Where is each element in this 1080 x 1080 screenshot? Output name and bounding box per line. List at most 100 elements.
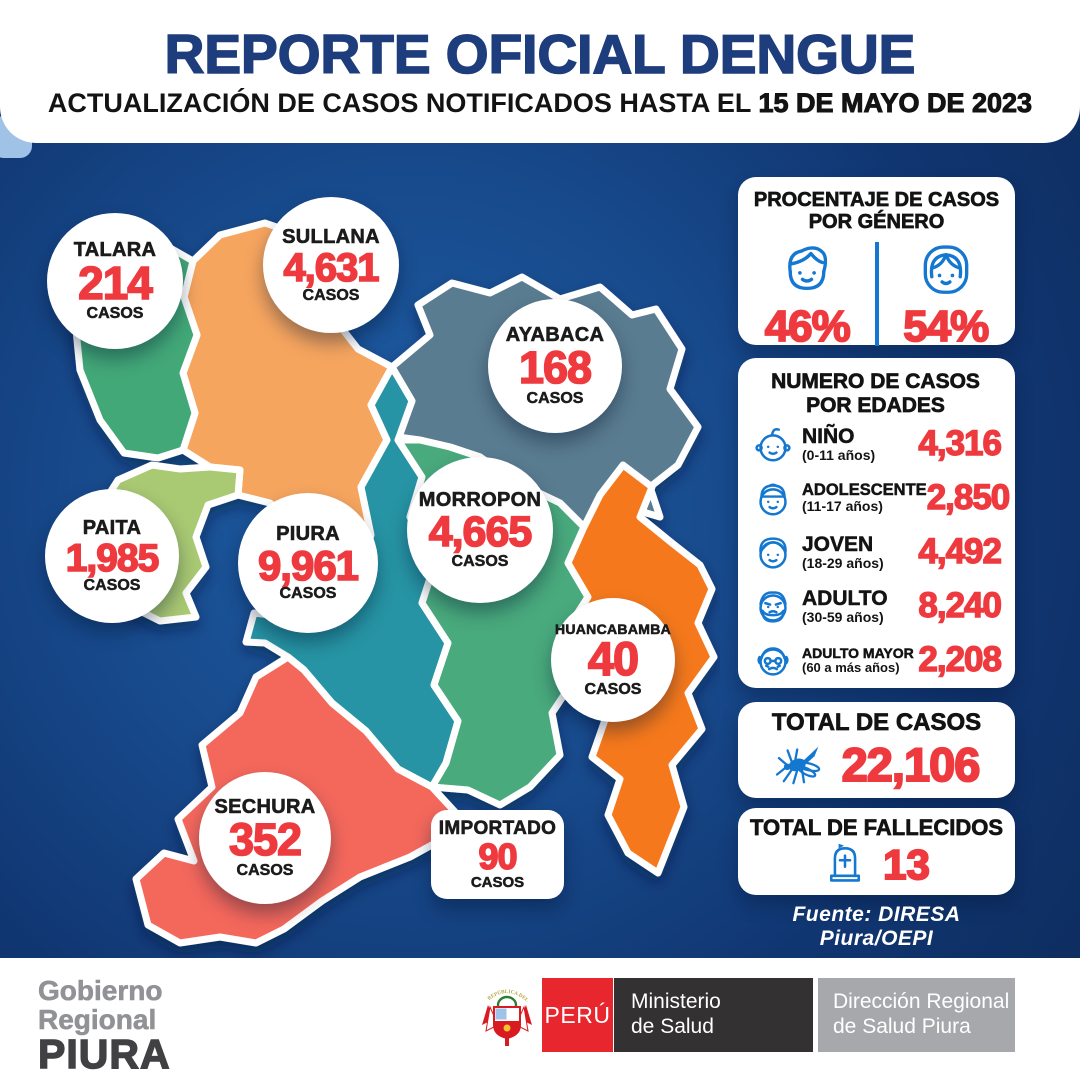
coat-arc-text: REPÚBLICA DEL PERÚ xyxy=(476,975,530,1004)
province-unit: CASOS xyxy=(526,389,584,408)
province-cases: 168 xyxy=(518,342,593,394)
province-cases: 4,665 xyxy=(428,508,533,557)
ages-panel-title-line2: POR EDADES xyxy=(806,393,946,417)
age-cases: 4,316 xyxy=(918,423,1003,464)
province-unit: CASOS xyxy=(584,681,642,699)
province-name: HUANCABAMBA xyxy=(554,620,672,637)
ages-panel-title-line1: NUMERO DE CASOS xyxy=(771,370,981,394)
province-cases: 214 xyxy=(77,256,153,309)
total-cases-panel: TOTAL DE CASOS 22,106 xyxy=(738,702,1015,798)
province-unit: CASOS xyxy=(302,286,360,304)
age-label: ADULTO xyxy=(802,587,888,611)
gov-piura: PIURA xyxy=(37,1031,171,1078)
map-label-huancabamba: HUANCABAMBA 40 CASOS xyxy=(551,598,675,722)
page-title: REPORTE OFICIAL DENGUE xyxy=(164,22,916,85)
age-range: (18-29 años) xyxy=(802,554,884,571)
peru-coat-of-arms: REPÚBLICA DEL PERÚ xyxy=(476,975,536,1054)
province-cases: 9,961 xyxy=(257,541,360,589)
gender-divider xyxy=(874,241,879,346)
province-name: SECHURA xyxy=(214,796,316,819)
gender-panel: PROCENTAJE DE CASOS POR GÉNERO 46% xyxy=(738,177,1015,349)
age-cases: 8,240 xyxy=(918,585,1003,626)
tombstone-icon xyxy=(823,841,867,890)
age-row-nino: NIÑO (0-11 años) 4,316 xyxy=(750,417,1003,471)
province-name: SULLANA xyxy=(282,225,380,248)
map-label-piura: PIURA 9,961 CASOS xyxy=(238,493,378,633)
peru-label: PERÚ xyxy=(544,1001,611,1028)
province-name: PAITA xyxy=(82,516,142,540)
elderly-icon xyxy=(750,637,796,683)
province-cases: 4,631 xyxy=(283,245,381,290)
regional-government-logo: Gobierno Regional PIURA xyxy=(37,975,171,1078)
age-cases: 4,492 xyxy=(918,531,1003,572)
map-label-ayabaca: AYABACA 168 CASOS xyxy=(488,299,622,433)
map-label-sullana: SULLANA 4,631 CASOS xyxy=(263,197,399,333)
svg-text:REPÚBLICA DEL PERÚ: REPÚBLICA DEL PERÚ xyxy=(478,981,530,1004)
male-percentage: 46% xyxy=(764,301,852,351)
teen-icon xyxy=(750,475,796,521)
imported-name: IMPORTADO xyxy=(438,817,557,840)
age-range: (0-11 años) xyxy=(802,446,876,463)
subtitle-date: 15 DE MAYO DE 2023 xyxy=(758,87,1033,118)
source-credit: Fuente: DIRESA Piura/OEPI xyxy=(792,903,961,950)
baby-icon xyxy=(750,421,796,467)
age-cases: 2,850 xyxy=(926,477,1011,518)
total-deaths-value: 13 xyxy=(882,841,931,889)
province-cases: 1,985 xyxy=(65,536,160,580)
province-name: MORROPON xyxy=(418,489,542,512)
age-row-adulto: ADULTO (30-59 años) 8,240 xyxy=(750,579,1003,633)
total-deaths-title: TOTAL DE FALLECIDOS xyxy=(749,815,1004,840)
regional-health-directorate-box: Dirección Regional de Salud Piura xyxy=(818,978,1015,1052)
age-range: (60 a más años) xyxy=(802,659,900,675)
province-name: AYABACA xyxy=(505,324,605,347)
young-person-icon xyxy=(750,529,796,575)
girl-icon xyxy=(915,238,977,305)
province-name: TALARA xyxy=(73,238,157,261)
age-row-adolescente: ADOLESCENTE (11-17 años) 2,850 xyxy=(750,471,1011,525)
female-percentage: 54% xyxy=(902,301,990,351)
age-label: ADULTO MAYOR xyxy=(802,645,914,662)
ages-panel: NUMERO DE CASOS POR EDADES NIÑO (0-11 añ… xyxy=(738,358,1015,688)
boy-icon xyxy=(776,238,838,305)
gov-line1: Gobierno xyxy=(38,975,163,1006)
gender-panel-title-line1: PROCENTAJE DE CASOS xyxy=(753,189,1000,212)
age-row-adulto-mayor: ADULTO MAYOR (60 a más años) 2,208 xyxy=(750,633,1003,687)
subtitle-text: ACTUALIZACIÓN DE CASOS NOTIFICADOS HASTA… xyxy=(47,87,759,118)
page-subtitle: ACTUALIZACIÓN DE CASOS NOTIFICADOS HASTA… xyxy=(47,87,1033,118)
age-row-joven: JOVEN (18-29 años) 4,492 xyxy=(750,525,1003,579)
province-unit: CASOS xyxy=(279,585,337,603)
map-label-sechura: SECHURA 352 CASOS xyxy=(199,772,331,904)
diresa-line1: Dirección Regional xyxy=(833,990,1010,1014)
total-deaths-panel: TOTAL DE FALLECIDOS 13 xyxy=(738,808,1015,895)
adult-icon xyxy=(750,583,796,629)
age-label: NIÑO xyxy=(802,425,855,449)
age-label: JOVEN xyxy=(802,533,874,557)
minsa-line1: Ministerio xyxy=(631,990,721,1014)
map-label-paita: PAITA 1,985 CASOS xyxy=(45,489,179,623)
header: REPORTE OFICIAL DENGUE ACTUALIZACIÓN DE … xyxy=(0,0,1080,143)
province-cases: 352 xyxy=(228,814,303,866)
age-label: ADOLESCENTE xyxy=(802,481,927,500)
age-range: (30-59 años) xyxy=(802,608,884,625)
map-label-importado: IMPORTADO 90 CASOS xyxy=(431,810,564,899)
diresa-line2: de Salud Piura xyxy=(833,1015,971,1038)
province-unit: CASOS xyxy=(83,577,141,595)
gender-panel-title-line2: POR GÉNERO xyxy=(808,211,945,234)
map-label-talara: TALARA 214 CASOS xyxy=(47,213,183,349)
province-name: PIURA xyxy=(276,522,340,545)
mosquito-icon xyxy=(774,737,832,792)
peru-brand-box: PERÚ xyxy=(542,978,613,1052)
province-cases: 40 xyxy=(587,631,640,685)
imported-cases: 90 xyxy=(478,835,519,877)
age-cases: 2,208 xyxy=(918,639,1003,680)
age-range: (11-17 años) xyxy=(802,498,883,515)
gov-line2: Regional xyxy=(38,1003,157,1035)
province-unit: CASOS xyxy=(86,305,144,323)
map-label-morropon: MORROPON 4,665 CASOS xyxy=(407,457,553,603)
total-cases-title: TOTAL DE CASOS xyxy=(771,709,982,736)
province-unit: CASOS xyxy=(451,552,509,571)
ministry-of-health-box: Ministerio de Salud xyxy=(614,978,813,1052)
province-unit: CASOS xyxy=(236,861,294,880)
total-cases-value: 22,106 xyxy=(841,737,982,791)
imported-unit: CASOS xyxy=(470,874,525,892)
